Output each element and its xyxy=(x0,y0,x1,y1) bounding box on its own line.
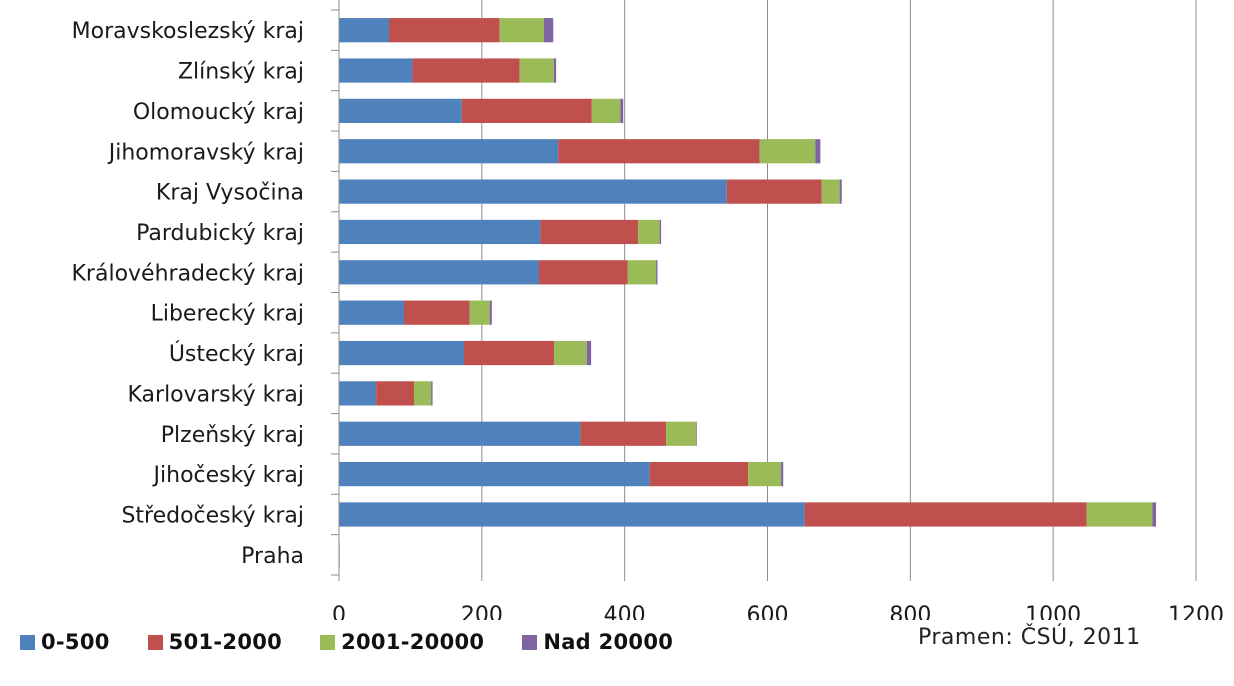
legend-item-3: Nad 20000 xyxy=(522,630,673,654)
bar-11-series-3 xyxy=(781,462,784,487)
bar-2-series-0 xyxy=(339,98,462,123)
bar-3-series-3 xyxy=(815,139,821,164)
bar-8-series-2 xyxy=(553,340,587,366)
category-label-5: Pardubický kraj xyxy=(136,221,304,246)
bar-4-series-1 xyxy=(726,179,822,204)
bar-12-series-2 xyxy=(1086,502,1153,527)
category-label-0: Moravskoslezský kraj xyxy=(72,19,304,44)
bar-7-series-0 xyxy=(339,300,404,325)
x-tick-label-200: 200 xyxy=(461,603,503,620)
bar-1-series-2 xyxy=(519,58,554,83)
category-label-7: Liberecký kraj xyxy=(151,302,304,327)
bar-1-series-0 xyxy=(339,58,413,83)
bar-12-series-1 xyxy=(804,502,1087,527)
bar-3-series-0 xyxy=(339,139,559,164)
bar-10-series-0 xyxy=(339,421,581,446)
bar-12-series-0 xyxy=(339,502,805,527)
bar-4-series-3 xyxy=(839,179,842,204)
bar-6-series-3 xyxy=(656,260,658,285)
x-tick-label-1000: 1000 xyxy=(1025,603,1081,620)
category-label-2: Olomoucký kraj xyxy=(133,100,304,125)
legend-swatch-2 xyxy=(320,634,336,650)
bars xyxy=(339,18,1157,567)
bar-5-series-0 xyxy=(339,219,541,245)
x-tick-label-600: 600 xyxy=(747,603,789,620)
bar-3-series-2 xyxy=(759,139,816,164)
bar-2-series-3 xyxy=(620,98,624,123)
bar-9-series-1 xyxy=(376,381,414,406)
bar-10-series-1 xyxy=(580,421,667,446)
legend-item-1: 501-2000 xyxy=(147,630,283,654)
bar-11-series-0 xyxy=(339,462,650,487)
bar-2-series-2 xyxy=(591,98,621,123)
x-tick-label-800: 800 xyxy=(889,603,931,620)
legend-label-1: 501-2000 xyxy=(168,630,283,654)
bar-5-series-2 xyxy=(638,219,660,245)
bar-10-series-3 xyxy=(696,421,697,446)
chart-legend: 0-500 501-2000 2001-20000 Nad 20000 xyxy=(20,630,711,654)
bar-0-series-0 xyxy=(339,18,389,43)
bar-2-series-1 xyxy=(461,98,592,123)
category-label-3: Jihomoravský kraj xyxy=(107,140,304,165)
bar-11-series-1 xyxy=(649,462,749,487)
legend-label-2: 2001-20000 xyxy=(341,630,485,654)
x-tick-label-0: 0 xyxy=(332,603,346,620)
bar-4-series-2 xyxy=(821,179,840,204)
bar-1-series-3 xyxy=(553,58,557,83)
legend-swatch-1 xyxy=(147,634,163,650)
bar-6-series-1 xyxy=(538,260,628,285)
bar-0-series-1 xyxy=(388,18,500,43)
bar-6-series-2 xyxy=(627,260,657,285)
bar-9-series-0 xyxy=(339,381,377,406)
bar-12-series-3 xyxy=(1152,502,1157,527)
category-label-6: Královéhradecký kraj xyxy=(72,261,305,286)
bar-10-series-2 xyxy=(666,421,697,446)
category-label-11: Jihočeský kraj xyxy=(152,463,304,488)
bar-5-series-1 xyxy=(540,219,639,245)
bar-1-series-1 xyxy=(412,58,520,83)
bar-8-series-0 xyxy=(339,340,464,366)
category-label-12: Středočeský kraj xyxy=(121,503,304,528)
category-label-1: Zlínský kraj xyxy=(178,60,304,85)
bar-7-series-2 xyxy=(469,300,490,325)
bar-9-series-2 xyxy=(413,381,432,406)
bar-5-series-3 xyxy=(659,219,662,245)
grid-lines xyxy=(481,0,1197,575)
category-label-9: Karlovarský kraj xyxy=(128,382,305,407)
x-tick-label-1200: 1200 xyxy=(1168,603,1224,620)
bar-8-series-3 xyxy=(586,340,592,366)
bar-8-series-1 xyxy=(463,340,554,366)
bar-7-series-3 xyxy=(489,300,492,325)
axes: 0 200 400 600 800 1000 1200 Moravskoslezský kra… xyxy=(72,0,1224,628)
legend-item-2: 2001-20000 xyxy=(320,630,484,654)
bar-0-series-2 xyxy=(499,18,544,43)
category-label-8: Ústecký kraj xyxy=(169,341,304,367)
category-label-10: Plzeňský kraj xyxy=(161,423,304,448)
legend-swatch-0 xyxy=(20,634,35,650)
category-label-13: Praha xyxy=(241,544,304,569)
bar-4-series-0 xyxy=(339,179,727,204)
category-label-4: Kraj Vysočina xyxy=(156,181,304,206)
bar-11-series-2 xyxy=(748,462,782,487)
bar-6-series-0 xyxy=(339,260,539,285)
bar-3-series-1 xyxy=(558,139,760,164)
stacked-bar-chart: 0 200 400 600 800 1000 1200 Moravskoslezský kra… xyxy=(72,0,1224,628)
legend-label-0: 0-500 xyxy=(41,630,110,654)
source-note: Pramen: ČSÚ, 2011 xyxy=(918,625,1141,650)
bar-7-series-1 xyxy=(403,300,470,325)
bar-0-series-3 xyxy=(543,18,554,43)
legend-label-3: Nad 20000 xyxy=(543,630,674,654)
bar-9-series-3 xyxy=(431,381,433,406)
legend-swatch-3 xyxy=(522,634,538,650)
legend-item-0: 0-500 xyxy=(20,630,110,654)
x-tick-label-400: 400 xyxy=(604,603,646,620)
